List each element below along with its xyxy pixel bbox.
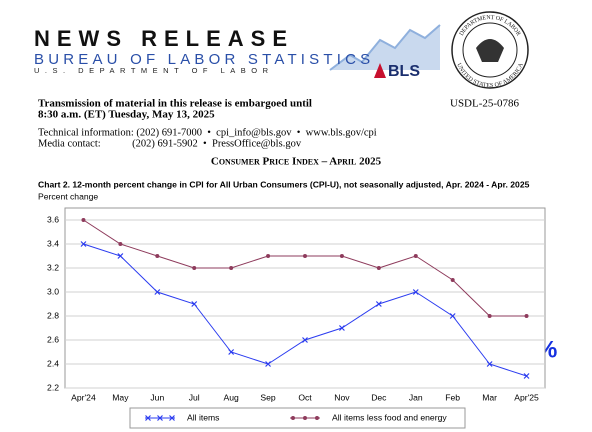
x-tick-label: Dec [371, 392, 387, 402]
y-tick-label: 3.2 [47, 262, 59, 272]
legend-marker [157, 415, 163, 421]
point-marker [81, 218, 86, 222]
technical-contact: Technical information: (202) 691-7000 • … [38, 127, 377, 138]
bls-logo: BLS [388, 63, 420, 80]
seal-inner [462, 22, 518, 78]
embargo-line: 8:30 a.m. (ET) Tuesday, May 13, 2025 [38, 109, 215, 121]
point-marker [228, 349, 235, 355]
point-marker [155, 254, 160, 258]
release-id: USDL-25-0786 [450, 98, 520, 110]
y-tick-label: 3.0 [47, 286, 59, 296]
x-tick-label: Jan [409, 392, 423, 402]
point-marker [450, 278, 455, 282]
point-marker [229, 266, 234, 270]
header-graphic [330, 25, 440, 70]
point-marker [117, 253, 124, 259]
y-tick-label: 3.4 [47, 238, 59, 248]
plot: 2.2 2.4 2.6 2.8 3.0 3.2 3.4 3.6 Apr'24 May Jun Jul A… [47, 207, 546, 429]
release-heading: Consumer Price Index – April 2025 [211, 156, 382, 168]
logo-mark [374, 63, 386, 78]
x-tick-label: Jul [189, 392, 200, 402]
x-tick-label: Oct [298, 392, 312, 402]
y-tick-label: 2.8 [47, 310, 59, 320]
point-marker [118, 242, 123, 246]
point-marker [191, 301, 198, 307]
legend-label: All items less food and energy [332, 412, 447, 422]
x-tick-label: Apr'24 [71, 392, 96, 402]
agency-name: BUREAU OF LABOR STATISTICS [34, 51, 374, 68]
point-marker [486, 361, 493, 367]
x-tick-label: Nov [334, 392, 350, 402]
point-marker [303, 254, 307, 258]
point-marker [302, 337, 308, 343]
news-release-title: NEWS RELEASE [34, 26, 294, 51]
legend-marker [145, 415, 151, 421]
x-tick-label: Feb [445, 392, 460, 402]
point-marker [487, 314, 492, 318]
x-tick-label: Apr'25 [514, 392, 539, 402]
legend-marker [291, 416, 295, 420]
header-graphic-line [329, 24, 441, 71]
y-axis-label: Percent change [38, 191, 98, 201]
point-marker [449, 313, 456, 319]
point-marker [523, 373, 530, 379]
y-tick-label: 2.4 [47, 358, 59, 368]
point-marker [413, 254, 418, 258]
chart-title: Chart 2. 12-month percent change in CPI … [38, 179, 530, 189]
point-marker [376, 266, 381, 270]
x-tick-label: Mar [482, 392, 497, 402]
legend-label: All items [187, 412, 219, 422]
point-marker [375, 301, 382, 307]
department-name: U.S. DEPARTMENT OF LABOR [34, 66, 274, 75]
point-marker [338, 325, 345, 331]
point-marker [524, 314, 529, 318]
point-marker [265, 361, 272, 367]
y-tick-label: 2.6 [47, 334, 59, 344]
point-marker [339, 254, 344, 258]
legend-marker [169, 415, 175, 421]
x-tick-label: May [112, 392, 129, 402]
legend-marker [315, 416, 319, 420]
point-marker [154, 289, 161, 295]
point-marker [192, 266, 197, 270]
x-tick-label: Sep [260, 392, 276, 402]
y-tick-label: 3.6 [47, 214, 59, 224]
y-tick-label: 2.2 [47, 382, 59, 392]
plot-area [64, 207, 546, 389]
legend-marker [303, 416, 307, 420]
seal-emblem [476, 39, 504, 62]
point-marker [80, 241, 87, 247]
point-marker [266, 254, 271, 258]
embargo-line: Transmission of material in this release… [38, 98, 312, 110]
media-contact: Media contact: (202) 691-5902 • PressOff… [38, 138, 302, 149]
point-marker [412, 289, 419, 295]
x-tick-label: Jun [150, 392, 164, 402]
x-tick-label: Aug [224, 392, 240, 402]
